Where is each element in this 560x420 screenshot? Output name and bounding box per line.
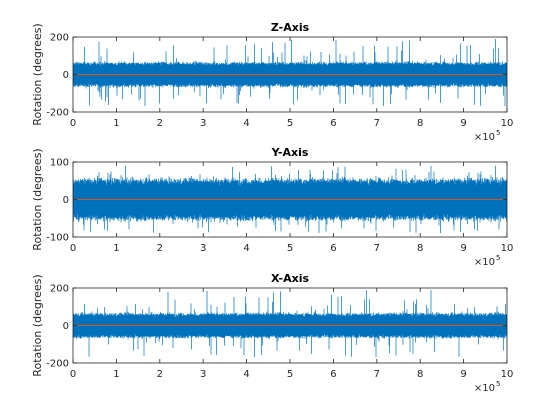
y-tick-label: 200 <box>50 284 69 295</box>
x-tick-label: 0 <box>70 369 76 380</box>
x-tick-label: 9 <box>460 243 466 254</box>
x-tick-label: 8 <box>417 118 423 129</box>
y-axis-label: Rotation (degrees) <box>31 23 44 125</box>
y-tick-label: 100 <box>50 158 69 169</box>
x-tick-label: 10 <box>501 118 514 129</box>
x-tick-label: 7 <box>374 243 380 254</box>
x-axis-multiplier-exponent: 5 <box>496 380 500 388</box>
x-axis-multiplier-exponent: 5 <box>496 254 500 262</box>
x-tick-label: 0 <box>70 243 76 254</box>
x-tick-label: 9 <box>460 369 466 380</box>
x-tick-label: 2 <box>157 369 163 380</box>
y-tick-label: 200 <box>50 33 69 44</box>
x-tick-label: 8 <box>417 369 423 380</box>
y-axis-label: Rotation (degrees) <box>31 148 44 250</box>
x-tick-label: 1 <box>113 369 119 380</box>
x-axis-multiplier: ×10 <box>474 257 495 268</box>
chart-title: Z-Axis <box>271 21 310 34</box>
x-tick-label: 6 <box>330 243 336 254</box>
x-tick-label: 2 <box>157 118 163 129</box>
x-tick-label: 8 <box>417 243 423 254</box>
x-axis-multiplier-exponent: 5 <box>496 129 500 137</box>
x-tick-label: 7 <box>374 118 380 129</box>
chart-title: X-Axis <box>271 272 310 285</box>
x-tick-label: 3 <box>200 243 206 254</box>
x-tick-label: 5 <box>287 369 293 380</box>
x-tick-label: 4 <box>243 369 249 380</box>
y-axis-label: Rotation (degrees) <box>31 274 44 376</box>
x-tick-label: 0 <box>70 118 76 129</box>
x-axis-multiplier: ×10 <box>474 132 495 143</box>
y-tick-label: -200 <box>46 108 69 119</box>
y-tick-label: 0 <box>63 195 69 206</box>
y-tick-label: -200 <box>46 359 69 370</box>
x-tick-label: 5 <box>287 243 293 254</box>
x-tick-label: 7 <box>374 369 380 380</box>
x-axis-multiplier: ×10 <box>474 383 495 394</box>
x-tick-label: 1 <box>113 243 119 254</box>
y-tick-label: 0 <box>63 321 69 332</box>
x-tick-label: 3 <box>200 118 206 129</box>
y-tick-label: -100 <box>46 233 69 244</box>
x-tick-label: 4 <box>243 118 249 129</box>
x-tick-label: 1 <box>113 118 119 129</box>
x-tick-label: 10 <box>501 369 514 380</box>
x-tick-label: 6 <box>330 118 336 129</box>
x-tick-label: 4 <box>243 243 249 254</box>
chart-title: Y-Axis <box>271 146 309 159</box>
y-tick-label: 0 <box>63 70 69 81</box>
x-tick-label: 9 <box>460 118 466 129</box>
x-tick-label: 10 <box>501 243 514 254</box>
x-tick-label: 2 <box>157 243 163 254</box>
x-tick-label: 3 <box>200 369 206 380</box>
x-tick-label: 5 <box>287 118 293 129</box>
x-tick-label: 6 <box>330 369 336 380</box>
